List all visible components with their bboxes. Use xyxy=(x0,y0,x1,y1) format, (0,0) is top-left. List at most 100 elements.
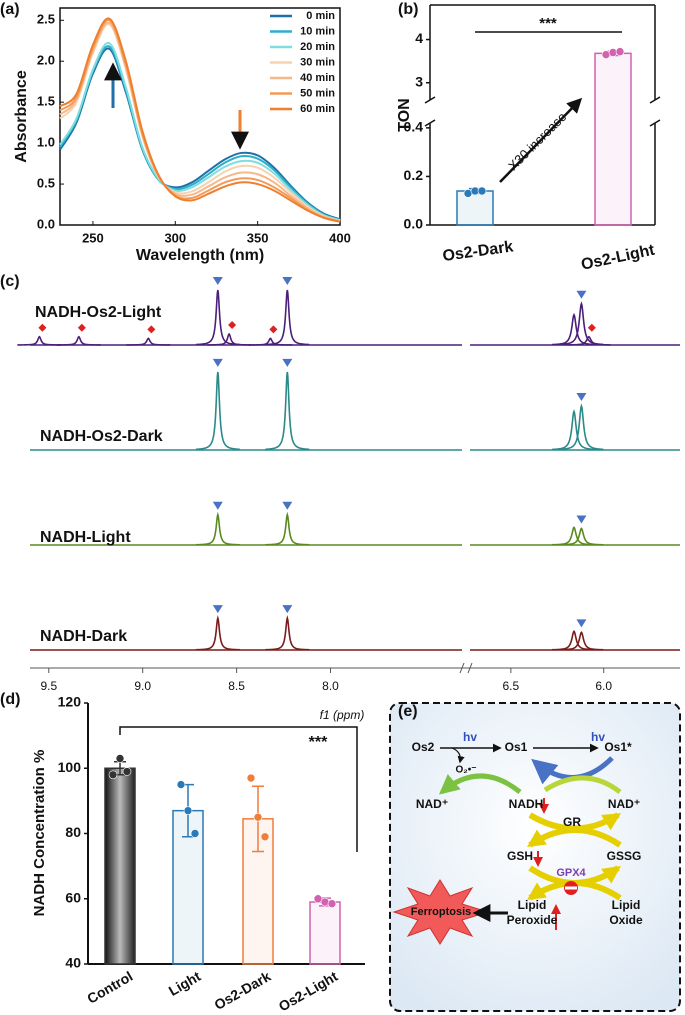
x-tick-label: 250 xyxy=(82,230,104,245)
x-tick-label: 6.5 xyxy=(503,679,520,693)
node-label: GSSG xyxy=(607,849,642,863)
legend-label: 60 min xyxy=(300,103,335,115)
spectrum-line xyxy=(59,19,341,223)
x-tick-label: 8.5 xyxy=(228,679,245,693)
peak xyxy=(56,335,101,346)
y-tick-label: 60 xyxy=(65,889,81,905)
x-tick-label: 8.0 xyxy=(322,679,339,693)
peak xyxy=(195,511,240,546)
x-axis-label: Wavelength (nm) xyxy=(136,247,264,264)
peak xyxy=(551,312,597,346)
data-point xyxy=(327,899,337,908)
diagram: Os2 hv Os1 hv Os1* O₂•⁻ NAD⁺ NADH NAD⁺ G… xyxy=(389,702,681,1012)
triangle-marker xyxy=(282,501,293,510)
data-point xyxy=(477,186,487,196)
node-label: Os1* xyxy=(604,740,632,754)
axis-break xyxy=(459,662,473,674)
node-label: Lipid xyxy=(612,898,641,912)
peak xyxy=(265,511,310,546)
node-label: GR xyxy=(563,815,581,829)
data-point xyxy=(108,770,118,780)
x-tick-label: Os2-Light xyxy=(276,968,341,1015)
node-label: NAD⁺ xyxy=(608,797,640,811)
legend-label: 50 min xyxy=(300,87,335,99)
triangle-marker xyxy=(576,290,587,299)
diamond-marker xyxy=(269,325,278,334)
data-point xyxy=(246,773,256,783)
data-point xyxy=(183,806,193,815)
legend-label: 20 min xyxy=(300,41,335,53)
peak xyxy=(265,614,310,651)
bar xyxy=(309,901,341,965)
node-label: hv xyxy=(463,730,477,744)
peak xyxy=(559,631,604,651)
spectrum-line xyxy=(59,23,341,222)
peak xyxy=(207,332,252,346)
axis-break xyxy=(424,96,436,104)
diamond-marker xyxy=(228,321,237,329)
diamond-marker xyxy=(587,323,596,332)
node-label: Lipid xyxy=(518,898,547,912)
peak xyxy=(551,629,597,651)
data-point xyxy=(615,47,625,56)
diamond-marker xyxy=(38,323,47,332)
bar xyxy=(456,190,494,226)
ferroptosis-star xyxy=(392,879,490,945)
axis-break xyxy=(424,119,436,127)
spectrum-line xyxy=(59,21,341,222)
x-tick-label: Control xyxy=(84,968,135,1007)
node-label: hv xyxy=(591,730,605,744)
legend-label: 0 min xyxy=(306,10,335,22)
peak xyxy=(265,289,310,346)
data-point xyxy=(320,897,330,907)
panel-label: (d) xyxy=(0,691,20,708)
triangle-marker xyxy=(576,619,587,628)
peak xyxy=(17,335,62,346)
x-tick-label: 350 xyxy=(247,230,269,245)
data-point xyxy=(260,832,270,842)
y-tick-label: 0.2 xyxy=(404,167,424,183)
y-tick-label: 2.0 xyxy=(37,53,55,68)
annotation: *** xyxy=(309,734,328,751)
y-tick-label: 3 xyxy=(415,73,423,89)
bar xyxy=(104,767,136,965)
y-axis-label: Absorbance xyxy=(13,70,30,163)
node-label: Ferroptosis xyxy=(411,906,472,918)
y-tick-label: 1.5 xyxy=(37,94,55,109)
node-label: GPX4 xyxy=(556,867,586,879)
data-point xyxy=(115,754,125,763)
peak xyxy=(195,371,240,451)
x-tick-label: 300 xyxy=(164,230,186,245)
peak xyxy=(195,289,240,346)
peak xyxy=(566,335,611,346)
diamond-marker xyxy=(77,323,86,332)
node-label: O₂•⁻ xyxy=(455,765,476,776)
legend-label: 10 min xyxy=(300,25,335,37)
legend-label: 30 min xyxy=(300,56,335,68)
triangle-marker xyxy=(212,605,223,614)
spectrum-line xyxy=(59,45,341,222)
diamond-marker xyxy=(147,325,156,334)
panel-label: (b) xyxy=(398,1,418,18)
y-tick-label: 0.5 xyxy=(37,175,55,190)
peak xyxy=(248,337,293,346)
annotation: X30 increase xyxy=(505,109,569,173)
triangle-marker xyxy=(212,277,223,285)
node-label: Os1 xyxy=(505,740,528,754)
peak xyxy=(265,371,310,451)
y-tick-label: 0.4 xyxy=(404,119,424,135)
peak xyxy=(126,337,171,346)
peak xyxy=(551,409,597,451)
data-point xyxy=(253,812,263,822)
spectrum-line xyxy=(59,17,341,223)
x-axis-label: f1 (ppm) xyxy=(320,708,365,722)
y-tick-label: 0.0 xyxy=(404,216,424,232)
arrow xyxy=(543,775,622,795)
y-tick-label: 120 xyxy=(58,694,82,710)
data-point xyxy=(313,894,323,904)
spectrum-line xyxy=(59,47,341,221)
node-label: Os2 xyxy=(412,740,435,754)
triangle-marker xyxy=(212,358,223,367)
x-tick-label: 6.0 xyxy=(595,679,612,693)
